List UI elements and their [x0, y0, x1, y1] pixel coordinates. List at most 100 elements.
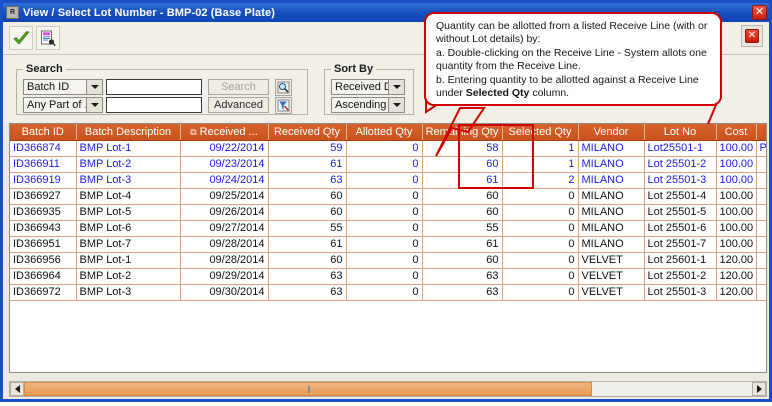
cell-received-qty: 61 — [268, 156, 347, 173]
cell-remaining-qty: 63 — [422, 268, 503, 285]
search-match-select[interactable]: Any Part of ... — [23, 97, 103, 113]
column-header-vendor[interactable]: Vendor — [578, 124, 645, 141]
cell-vendor: VELVET — [578, 252, 645, 269]
cell-vendor: MILANO — [578, 188, 645, 205]
cell-po — [756, 204, 766, 221]
cell-allotted-qty: 0 — [346, 220, 423, 237]
cell-selected-qty[interactable]: 0 — [502, 252, 579, 269]
cell-po — [756, 156, 766, 173]
search-button[interactable]: Search — [208, 79, 269, 95]
app-icon: R — [6, 6, 19, 19]
table-row[interactable]: ID366951 BMP Lot-7 09/28/2014 61 0 61 0 MILANO L… — [10, 236, 766, 253]
sort-order-value: Ascending — [332, 98, 388, 112]
cell-po — [756, 188, 766, 205]
column-header-received-qty[interactable]: Received Qty — [268, 124, 347, 141]
horizontal-scrollbar[interactable] — [9, 381, 767, 397]
cell-vendor: MILANO — [578, 140, 645, 157]
cell-received-qty: 55 — [268, 220, 347, 237]
cell-vendor: VELVET — [578, 268, 645, 285]
table-row[interactable]: ID366943 BMP Lot-6 09/27/2014 55 0 55 0 MILANO L… — [10, 220, 766, 237]
table-row[interactable]: ID366935 BMP Lot-5 09/26/2014 60 0 60 0 MILANO L… — [10, 204, 766, 221]
scrollbar-thumb[interactable] — [24, 382, 592, 396]
cell-description: BMP Lot-4 — [76, 188, 181, 205]
cell-selected-qty[interactable]: 0 — [502, 268, 579, 285]
window-close-button[interactable]: ✕ — [752, 5, 767, 20]
column-header-selected-qty[interactable]: Selected Qty — [502, 124, 579, 141]
cell-po — [756, 220, 766, 237]
callout-line-3-post: column. — [529, 87, 570, 100]
scroll-left-button[interactable] — [10, 382, 24, 396]
column-header-remaining-qty[interactable]: Remaining Qty — [422, 124, 503, 141]
column-header-received[interactable]: ⧉ Received ... — [180, 124, 269, 141]
cell-selected-qty[interactable]: 0 — [502, 220, 579, 237]
cell-description: BMP Lot-2 — [76, 156, 181, 173]
cell-remaining-qty: 63 — [422, 284, 503, 301]
cell-po — [756, 172, 766, 189]
cell-cost: 100.00 — [716, 204, 757, 221]
confirm-selection-button[interactable] — [9, 26, 33, 50]
sort-field-select[interactable]: Received D... — [331, 79, 405, 95]
sort-order-select[interactable]: Ascending — [331, 97, 405, 113]
cell-selected-qty[interactable]: 1 — [502, 140, 579, 157]
cell-allotted-qty: 0 — [346, 188, 423, 205]
column-header-cost[interactable]: Cost — [716, 124, 757, 141]
cell-description: BMP Lot-6 — [76, 220, 181, 237]
search-value-input[interactable] — [106, 97, 202, 113]
report-document-icon — [41, 30, 56, 46]
cell-received-qty: 61 — [268, 236, 347, 253]
cell-received-date: 09/27/2014 — [180, 220, 269, 237]
cell-received-qty: 60 — [268, 252, 347, 269]
cell-received-qty: 63 — [268, 172, 347, 189]
cell-received-date: 09/26/2014 — [180, 204, 269, 221]
cell-received-qty: 63 — [268, 268, 347, 285]
callout-line-1: Quantity can be allotted from a listed R… — [436, 20, 708, 46]
cell-po — [756, 268, 766, 285]
cell-selected-qty[interactable]: 2 — [502, 172, 579, 189]
table-row[interactable]: ID366972 BMP Lot-3 09/30/2014 63 0 63 0 VELVET L… — [10, 284, 766, 301]
search-field-select[interactable]: Batch ID — [23, 79, 103, 95]
cell-selected-qty[interactable]: 0 — [502, 188, 579, 205]
search-input[interactable] — [106, 79, 202, 95]
scrollbar-track[interactable] — [24, 382, 752, 396]
table-row[interactable]: ID366964 BMP Lot-2 09/29/2014 63 0 63 0 VELVET L… — [10, 268, 766, 285]
cell-description: BMP Lot-2 — [76, 268, 181, 285]
search-icon-button[interactable] — [275, 79, 292, 96]
search-match-value: Any Part of ... — [24, 98, 86, 112]
panel-close-button[interactable]: ✕ — [741, 25, 763, 47]
close-icon: ✕ — [745, 29, 759, 43]
cell-lot-no: Lot25501-1 — [644, 140, 717, 157]
cell-description: BMP Lot-5 — [76, 204, 181, 221]
advanced-search-icon-button[interactable] — [275, 97, 292, 114]
cell-lot-no: Lot 25501-6 — [644, 220, 717, 237]
table-row[interactable]: ID366927 BMP Lot-4 09/25/2014 60 0 60 0 MILANO L… — [10, 188, 766, 205]
cell-received-date: 09/30/2014 — [180, 284, 269, 301]
column-header-po[interactable]: PO# — [756, 124, 766, 141]
green-check-icon — [12, 30, 30, 45]
table-row[interactable]: ID366911 BMP Lot-2 09/23/2014 61 0 60 1 MILANO L… — [10, 156, 766, 173]
sort-group-legend: Sort By — [334, 63, 374, 75]
cell-batch-id: ID366919 — [10, 172, 77, 189]
lot-grid[interactable]: Batch ID Batch Description ⧉ Received ... Re… — [9, 123, 767, 373]
cell-received-qty: 63 — [268, 284, 347, 301]
cell-selected-qty[interactable]: 0 — [502, 236, 579, 253]
cell-selected-qty[interactable]: 0 — [502, 204, 579, 221]
cell-remaining-qty: 61 — [422, 236, 503, 253]
column-header-batch-id[interactable]: Batch ID — [10, 124, 77, 141]
table-row[interactable]: ID366874 BMP Lot-1 09/22/2014 59 0 58 1 MILANO L… — [10, 140, 766, 157]
cell-lot-no: Lot 25501-2 — [644, 156, 717, 173]
cell-selected-qty[interactable]: 0 — [502, 284, 579, 301]
column-header-lot-no[interactable]: Lot No — [644, 124, 717, 141]
advanced-button[interactable]: Advanced — [208, 97, 269, 113]
column-header-allotted-qty[interactable]: Allotted Qty — [346, 124, 423, 141]
scroll-right-button[interactable] — [752, 382, 766, 396]
table-row[interactable]: ID366956 BMP Lot-1 09/28/2014 60 0 60 0 VELVET L… — [10, 252, 766, 269]
cell-po — [756, 252, 766, 269]
table-row[interactable]: ID366919 BMP Lot-3 09/24/2014 63 0 61 2 MILANO L… — [10, 172, 766, 189]
cell-selected-qty[interactable]: 1 — [502, 156, 579, 173]
cell-description: BMP Lot-1 — [76, 252, 181, 269]
report-button[interactable] — [36, 26, 60, 50]
search-group-legend: Search — [26, 63, 63, 75]
chevron-down-icon — [388, 98, 404, 112]
cell-cost: 120.00 — [716, 252, 757, 269]
column-header-batch-description[interactable]: Batch Description — [76, 124, 181, 141]
